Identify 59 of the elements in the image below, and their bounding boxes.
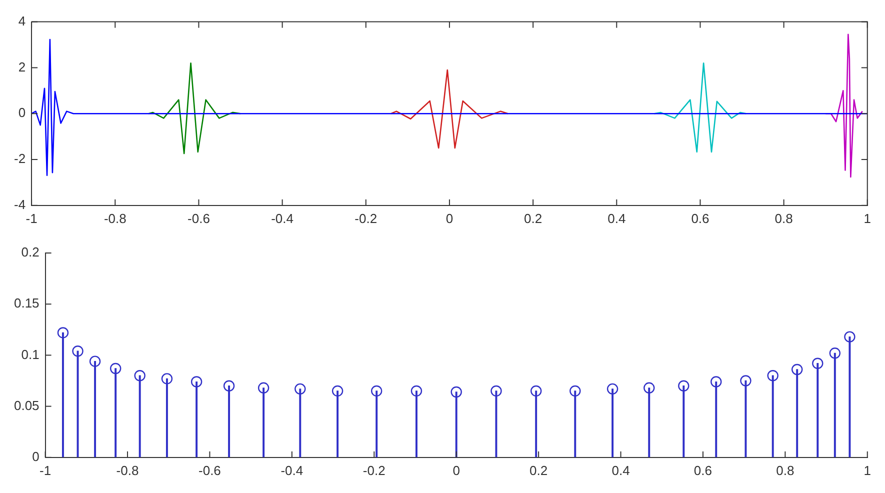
x-tick-label: 0.8 (774, 210, 793, 226)
x-tick-label: -1 (26, 210, 38, 226)
y-tick-label: 2 (18, 59, 26, 74)
x-tick-label: 0.2 (530, 462, 548, 478)
x-tick-label: 0 (452, 462, 460, 478)
x-tick-label: 0.4 (612, 462, 630, 478)
x-tick-label: -1 (40, 462, 52, 478)
point (570, 385, 581, 397)
point (530, 385, 542, 397)
y-tick-label: 0.05 (14, 398, 40, 413)
point (644, 382, 655, 394)
y-tick-label: 0.15 (14, 296, 40, 311)
point (57, 327, 69, 338)
point (110, 362, 122, 374)
point (72, 346, 84, 357)
x-tick-label: -0.4 (271, 210, 294, 226)
point (844, 331, 856, 342)
point (812, 358, 824, 369)
y-tick-label: -4 (14, 196, 26, 212)
y-tick-label: 0.1 (21, 346, 40, 362)
y-tick-label: 0 (32, 448, 40, 464)
x-tick-label: -0.6 (188, 210, 210, 226)
x-tick-label: -0.6 (198, 462, 221, 478)
y-tick-label: 0 (18, 105, 26, 120)
point (606, 383, 618, 395)
x-tick-label: -0.4 (280, 462, 304, 478)
point (371, 385, 382, 397)
point (490, 385, 502, 397)
x-tick-label: -0.2 (354, 210, 378, 226)
x-tick-label: 0 (446, 210, 454, 226)
point (258, 382, 270, 394)
x-tick-label: 1 (864, 210, 871, 226)
point (134, 370, 146, 382)
x-tick-label: -0.2 (362, 462, 386, 478)
point (829, 348, 841, 359)
point (450, 386, 462, 398)
x-tick-label: 0.6 (694, 462, 712, 478)
x-tick-label: -0.8 (104, 210, 126, 226)
point (767, 370, 778, 382)
x-tick-label: 0.6 (691, 210, 710, 226)
point (791, 364, 803, 376)
point (740, 375, 752, 386)
x-tick-label: 0.2 (524, 210, 542, 226)
y-tick-label: 0.2 (21, 244, 40, 260)
point (89, 356, 101, 367)
x-tick-label: 0.4 (608, 210, 626, 226)
point (223, 380, 235, 392)
x-tick-label: 0.8 (776, 462, 794, 478)
point (410, 385, 422, 397)
y-tick-label: -2 (14, 151, 26, 166)
point (161, 373, 173, 384)
point (190, 376, 202, 388)
point (678, 380, 690, 392)
point (294, 383, 306, 395)
y-tick-label: 4 (18, 13, 26, 28)
x-tick-label: 1 (864, 462, 871, 478)
point (710, 376, 722, 388)
point (332, 385, 344, 397)
x-tick-label: -0.8 (116, 462, 139, 478)
